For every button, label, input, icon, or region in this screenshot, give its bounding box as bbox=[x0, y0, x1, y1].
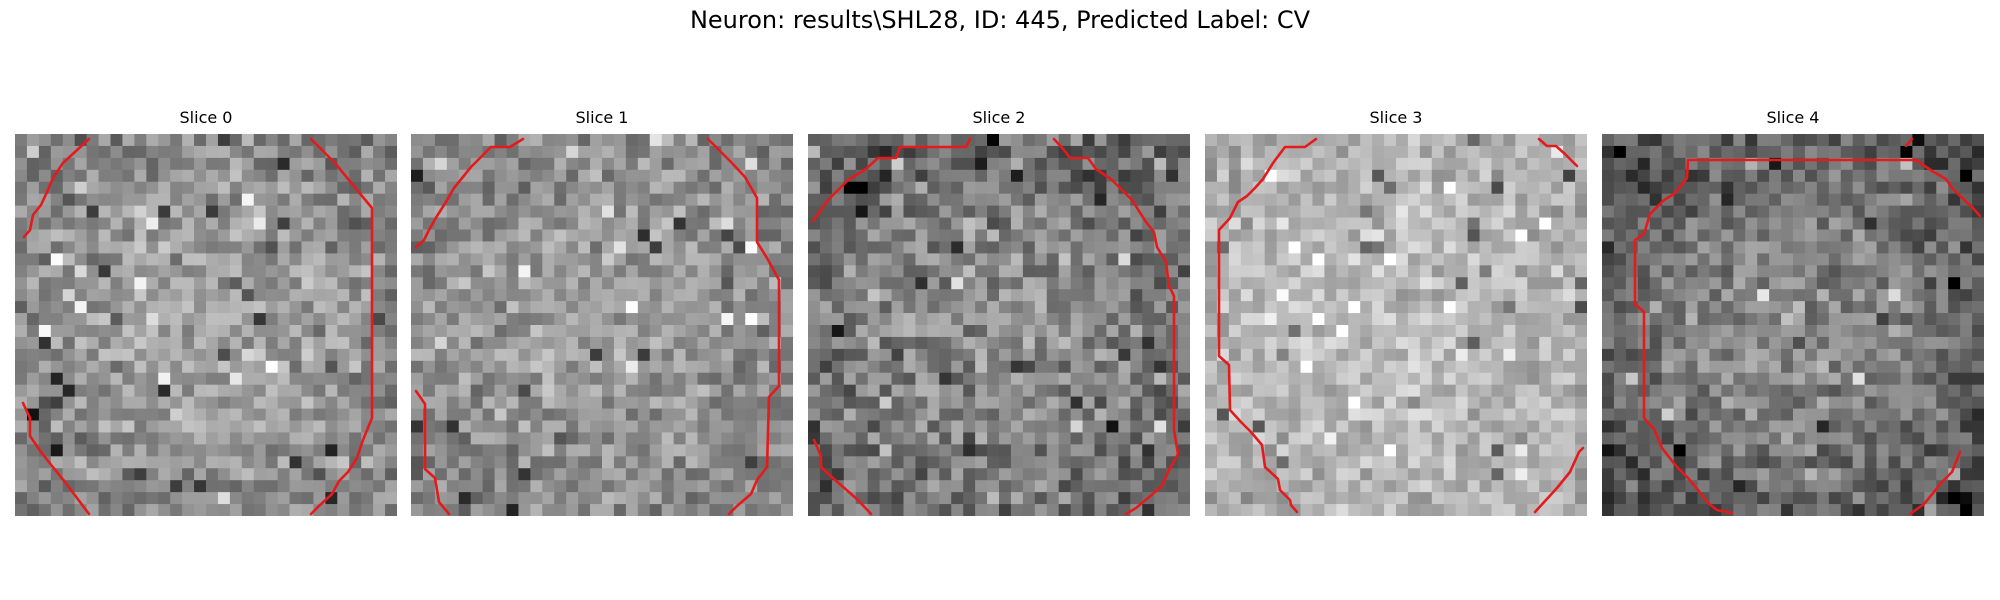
grayscale-pixel-grid bbox=[411, 134, 793, 516]
contour-line bbox=[1217, 137, 1318, 514]
slice-image bbox=[808, 134, 1190, 516]
figure-title: Neuron: results\SHL28, ID: 445, Predicte… bbox=[689, 6, 1311, 34]
contour-line bbox=[22, 137, 91, 239]
contour-line bbox=[309, 137, 374, 516]
contour-line bbox=[1908, 450, 1962, 516]
slice-image bbox=[1602, 134, 1984, 516]
contour-line bbox=[706, 137, 781, 516]
grayscale-pixel-grid bbox=[15, 134, 397, 516]
contour-line bbox=[1537, 137, 1579, 168]
slice-title: Slice 1 bbox=[575, 108, 629, 127]
contour-line bbox=[811, 137, 972, 223]
slice-title: Slice 2 bbox=[972, 108, 1026, 127]
contour-line bbox=[414, 389, 451, 516]
contour-line bbox=[1904, 137, 1914, 148]
contour-line bbox=[21, 401, 91, 516]
slice-image bbox=[1205, 134, 1587, 516]
slice-image bbox=[15, 134, 397, 516]
slice-title: Slice 0 bbox=[179, 108, 233, 127]
grayscale-pixel-grid bbox=[808, 134, 1190, 516]
contour-line bbox=[1533, 446, 1585, 514]
contour-line bbox=[414, 137, 525, 249]
slice-image bbox=[411, 134, 793, 516]
grayscale-pixel-grid bbox=[1205, 134, 1587, 516]
contour-line bbox=[1633, 158, 1982, 515]
slice-title: Slice 4 bbox=[1766, 108, 1820, 127]
contour-line bbox=[1052, 137, 1180, 516]
contour-line bbox=[812, 438, 873, 516]
grayscale-pixel-grid bbox=[1602, 134, 1984, 516]
slice-title: Slice 3 bbox=[1369, 108, 1423, 127]
